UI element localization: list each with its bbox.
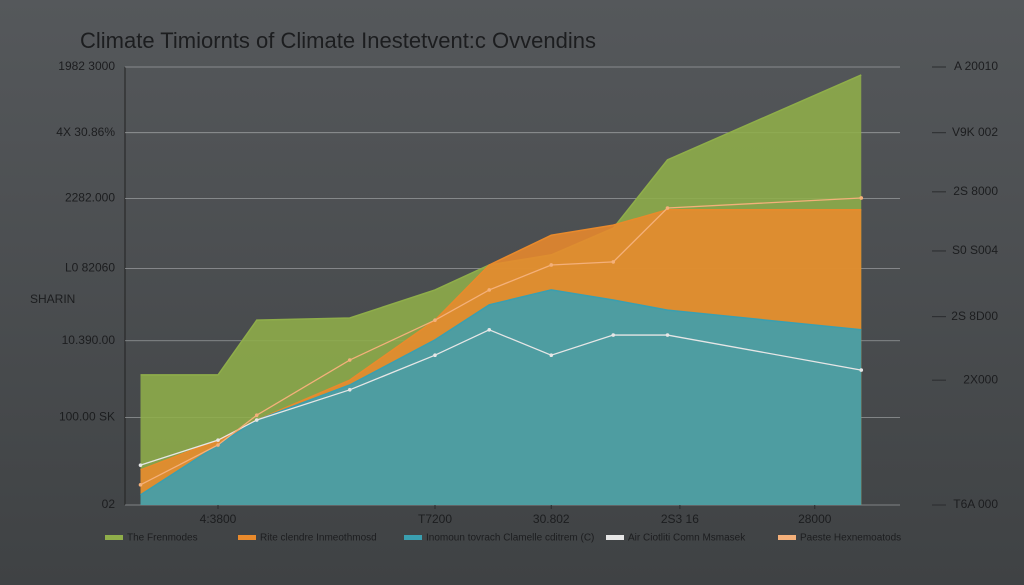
point	[138, 483, 143, 487]
legend-label: Inomoun tovrach Clamelle cditrem (C)	[426, 533, 594, 544]
area-edge	[140, 289, 862, 496]
y-tick-label: 4X 30.86%	[56, 125, 115, 139]
line	[140, 197, 862, 486]
y-axis-label: SHARIN	[30, 292, 75, 306]
point	[859, 368, 864, 372]
point	[138, 463, 143, 467]
y-tick-label: 1982 3000	[58, 59, 115, 73]
y-tick-label: 100.00 SK	[59, 410, 115, 424]
y-tick-label: 2282.000	[65, 191, 115, 205]
x-tick-label: T7200	[418, 512, 452, 526]
point	[487, 328, 492, 332]
legend-label: Paeste Hexnemoatods	[800, 533, 901, 544]
y2-tick-label: 2X000	[963, 372, 998, 386]
y2-tick-label: V9K 002	[952, 125, 998, 139]
point	[433, 353, 437, 358]
point	[216, 438, 220, 442]
point	[216, 443, 220, 447]
x-tick-label: 2S3 16	[661, 512, 699, 526]
legend-label: Rite clendre Inmeothmosd	[260, 533, 377, 544]
point	[347, 358, 352, 362]
point	[487, 288, 492, 292]
point	[254, 418, 259, 422]
point	[859, 196, 864, 200]
y-tick-label: 02	[102, 497, 116, 511]
point	[347, 388, 352, 392]
x-tick-label: 4:3800	[200, 512, 237, 526]
point	[611, 333, 616, 337]
point	[549, 353, 554, 358]
area-edge	[140, 74, 862, 376]
chart-title: Climate Timiornts of Climate Inestetvent…	[80, 28, 596, 53]
area	[140, 289, 862, 505]
point	[665, 333, 670, 337]
y2-tick-label: A 20010	[954, 59, 998, 73]
y2-tick-label: S0 S004	[952, 243, 998, 257]
y2-tick-label: 2S 8000	[953, 184, 998, 198]
x-tick-label: 30.802	[533, 512, 570, 526]
legend-label: The Frenmodes	[127, 533, 198, 544]
y2-tick-label: T6A 000	[953, 497, 998, 511]
point	[254, 413, 259, 418]
legend-swatch	[105, 535, 123, 540]
legend-swatch	[778, 535, 796, 540]
y-tick-label: L0 82060	[65, 261, 115, 275]
legend-swatch	[404, 535, 422, 540]
legend-swatch	[606, 535, 624, 540]
point	[433, 318, 437, 322]
point	[549, 263, 554, 267]
x-tick-label: 28000	[798, 512, 832, 526]
y2-tick-label: 2S 8D00	[951, 309, 998, 323]
point	[611, 260, 616, 264]
point	[665, 206, 670, 210]
legend-label: Air Ciotliti Comn Msmasek	[628, 533, 746, 544]
y-tick-label: 10.390.00	[62, 333, 116, 347]
legend-swatch	[238, 535, 256, 540]
